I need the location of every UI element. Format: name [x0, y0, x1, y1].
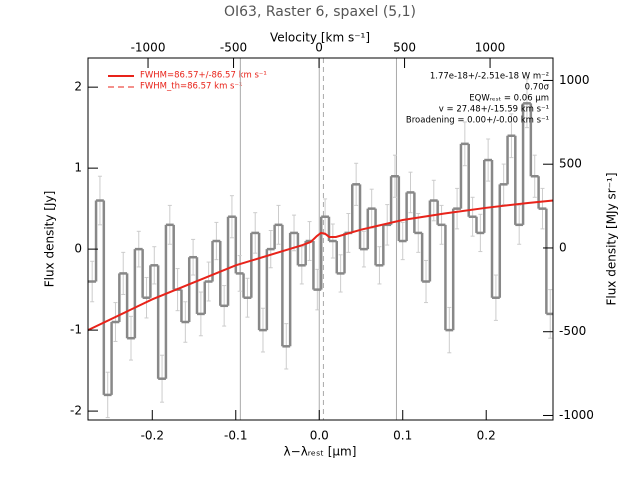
- y2-tick-label: -1000: [559, 408, 594, 422]
- y-tick-label: 1: [74, 161, 82, 175]
- x-tick-label: -0.1: [224, 429, 247, 443]
- fit-curve: [87, 199, 554, 332]
- annotation: EQWᵣₑₛₜ = 0.06 μm: [469, 94, 549, 104]
- y2-axis-label: Flux density [MJy sr⁻¹]: [605, 172, 619, 305]
- annotation: v = 27.48+/-15.59 km s⁻¹: [439, 105, 549, 115]
- y2-tick-label: -500: [559, 324, 586, 338]
- plot-frame: [87, 57, 554, 421]
- y2-tick-label: 1000: [559, 73, 590, 87]
- x2-axis-label: Velocity [km s⁻¹]: [270, 31, 370, 45]
- y-tick-label: -1: [70, 323, 82, 337]
- y2-tick-label: 500: [559, 157, 582, 171]
- x2-tick-label: 500: [393, 41, 416, 55]
- y-tick-label: -2: [70, 404, 82, 418]
- x-tick-label: -0.2: [141, 429, 164, 443]
- annotation: 0.70σ: [525, 83, 550, 93]
- x-tick-label: 0.0: [310, 429, 329, 443]
- chart-title: OI63, Raster 6, spaxel (5,1): [224, 4, 416, 20]
- x-axis-label: λ−λᵣₑₛₜ [μm]: [284, 445, 357, 459]
- x2-tick-label: -500: [220, 41, 247, 55]
- y-axis-label: Flux density [Jy]: [43, 191, 57, 288]
- x2-tick-label: 0: [315, 41, 323, 55]
- x2-tick-label: 1000: [475, 41, 506, 55]
- y-tick-label: 0: [74, 242, 82, 256]
- annotation: Broadening = 0.00+/-0.00 km s⁻¹: [406, 116, 549, 126]
- y2-tick-label: 0: [559, 240, 567, 254]
- x-tick-label: 0.2: [477, 429, 496, 443]
- y-tick-label: 2: [74, 80, 82, 94]
- legend-label: FWHM_th=86.57 km s⁻¹: [140, 82, 242, 92]
- annotation: 1.77e-18+/-2.51e-18 W m⁻²: [430, 72, 549, 82]
- x2-tick-label: -1000: [131, 41, 166, 55]
- legend-label: FWHM=86.57+/-86.57 km s⁻¹: [140, 71, 267, 81]
- x-tick-label: 0.1: [393, 429, 412, 443]
